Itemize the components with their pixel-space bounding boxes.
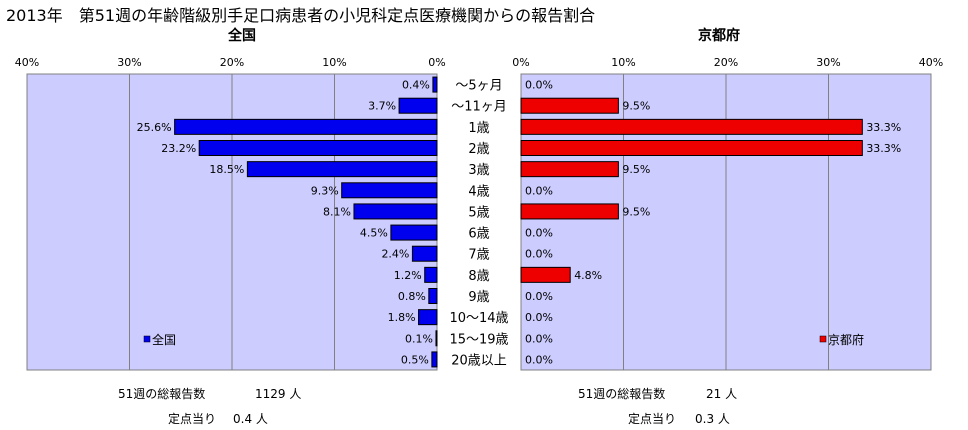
x-tick-label: 10% xyxy=(611,56,635,69)
category-label: 15～19歳 xyxy=(449,332,508,347)
data-label: 2.4% xyxy=(381,248,409,261)
data-label: 1.8% xyxy=(388,311,416,324)
x-tick-label: 30% xyxy=(117,56,141,69)
category-label: ～11ヶ月 xyxy=(451,100,507,115)
data-label: 0.0% xyxy=(525,353,553,366)
right-total-value: 21 人 xyxy=(706,387,738,401)
data-label: 33.3% xyxy=(866,121,901,134)
right-total-label: 51週の総報告数 xyxy=(578,387,666,401)
right-per-label: 定点当り xyxy=(628,412,677,426)
bar xyxy=(418,309,438,326)
data-label: 3.7% xyxy=(368,100,396,113)
data-label: 18.5% xyxy=(209,163,244,176)
bar xyxy=(520,140,863,156)
bar xyxy=(520,118,863,135)
bar xyxy=(424,266,438,283)
data-label: 8.1% xyxy=(323,205,351,218)
right-per-value: 0.3 人 xyxy=(695,412,730,426)
x-tick-label: 40% xyxy=(919,56,943,69)
data-label: 0.8% xyxy=(398,290,426,303)
bar xyxy=(431,351,438,368)
category-label: 6歳 xyxy=(468,227,489,242)
left-panel-title: 全国 xyxy=(228,28,256,44)
category-label: 5歳 xyxy=(468,205,489,220)
bar xyxy=(520,161,619,178)
x-tick-label: 0% xyxy=(428,56,445,69)
bar xyxy=(341,182,438,199)
category-label: 4歳 xyxy=(468,184,489,199)
category-label: ～5ヶ月 xyxy=(455,79,502,94)
bar xyxy=(520,203,619,220)
data-label: 23.2% xyxy=(161,142,196,155)
data-label: 0.0% xyxy=(525,332,553,345)
category-label: 3歳 xyxy=(468,163,489,178)
data-label: 25.6% xyxy=(137,121,172,134)
chart-title: 2013年 第51週の年齢階級別手足口病患者の小児科定点医療機関からの報告割合 xyxy=(6,6,596,25)
data-label: 0.0% xyxy=(525,290,553,303)
data-label: 4.5% xyxy=(360,227,388,240)
category-label: 10～14歳 xyxy=(449,311,508,326)
data-label: 1.2% xyxy=(394,269,422,282)
left-per-value: 0.4 人 xyxy=(233,412,268,426)
x-tick-label: 0% xyxy=(512,56,529,69)
category-label: 20歳以上 xyxy=(451,353,507,368)
bar xyxy=(435,330,438,347)
chart-svg: 40% 30% 20% 10% 0% 0.4% 3.7% 25.6% 23.2% 18.5% 9.3… xyxy=(15,56,943,371)
data-label: 0.0% xyxy=(525,311,553,324)
bar xyxy=(520,97,619,114)
legend-label: 京都府 xyxy=(828,332,864,347)
data-label: 9.5% xyxy=(622,205,650,218)
category-label: 8歳 xyxy=(468,269,489,284)
legend-swatch xyxy=(819,335,827,343)
category-label: 7歳 xyxy=(468,248,489,263)
bar xyxy=(428,288,438,304)
bar xyxy=(198,140,438,156)
data-label: 0.0% xyxy=(525,227,553,240)
right-panel-title: 京都府 xyxy=(698,28,740,44)
data-label: 0.0% xyxy=(525,248,553,261)
x-tick-label: 10% xyxy=(322,56,346,69)
legend-label: 全国 xyxy=(152,332,176,347)
bar xyxy=(390,224,438,241)
data-label: 0.5% xyxy=(401,353,429,366)
data-label: 0.1% xyxy=(405,332,433,345)
data-label: 0.4% xyxy=(402,79,430,92)
category-label: 2歳 xyxy=(468,142,489,157)
x-tick-label: 20% xyxy=(220,56,244,69)
bar xyxy=(411,245,438,262)
left-total-label: 51週の総報告数 xyxy=(118,387,206,401)
data-label: 9.5% xyxy=(622,100,650,113)
bar xyxy=(432,76,438,93)
left-per-label: 定点当り xyxy=(168,412,217,426)
bar xyxy=(353,203,438,220)
data-label: 0.0% xyxy=(525,79,553,92)
legend-swatch xyxy=(143,335,151,343)
bar xyxy=(398,97,438,114)
bar xyxy=(246,161,438,178)
x-tick-label: 20% xyxy=(714,56,738,69)
bar xyxy=(174,118,438,135)
data-label: 0.0% xyxy=(525,184,553,197)
data-label: 9.5% xyxy=(622,163,650,176)
category-label: 1歳 xyxy=(468,121,489,136)
data-label: 9.3% xyxy=(311,184,339,197)
data-label: 4.8% xyxy=(574,269,602,282)
x-tick-label: 40% xyxy=(15,56,39,69)
category-label: 9歳 xyxy=(468,290,489,305)
left-total-value: 1129 人 xyxy=(255,387,302,401)
data-label: 33.3% xyxy=(866,142,901,155)
x-tick-label: 30% xyxy=(816,56,840,69)
bar xyxy=(520,266,571,283)
